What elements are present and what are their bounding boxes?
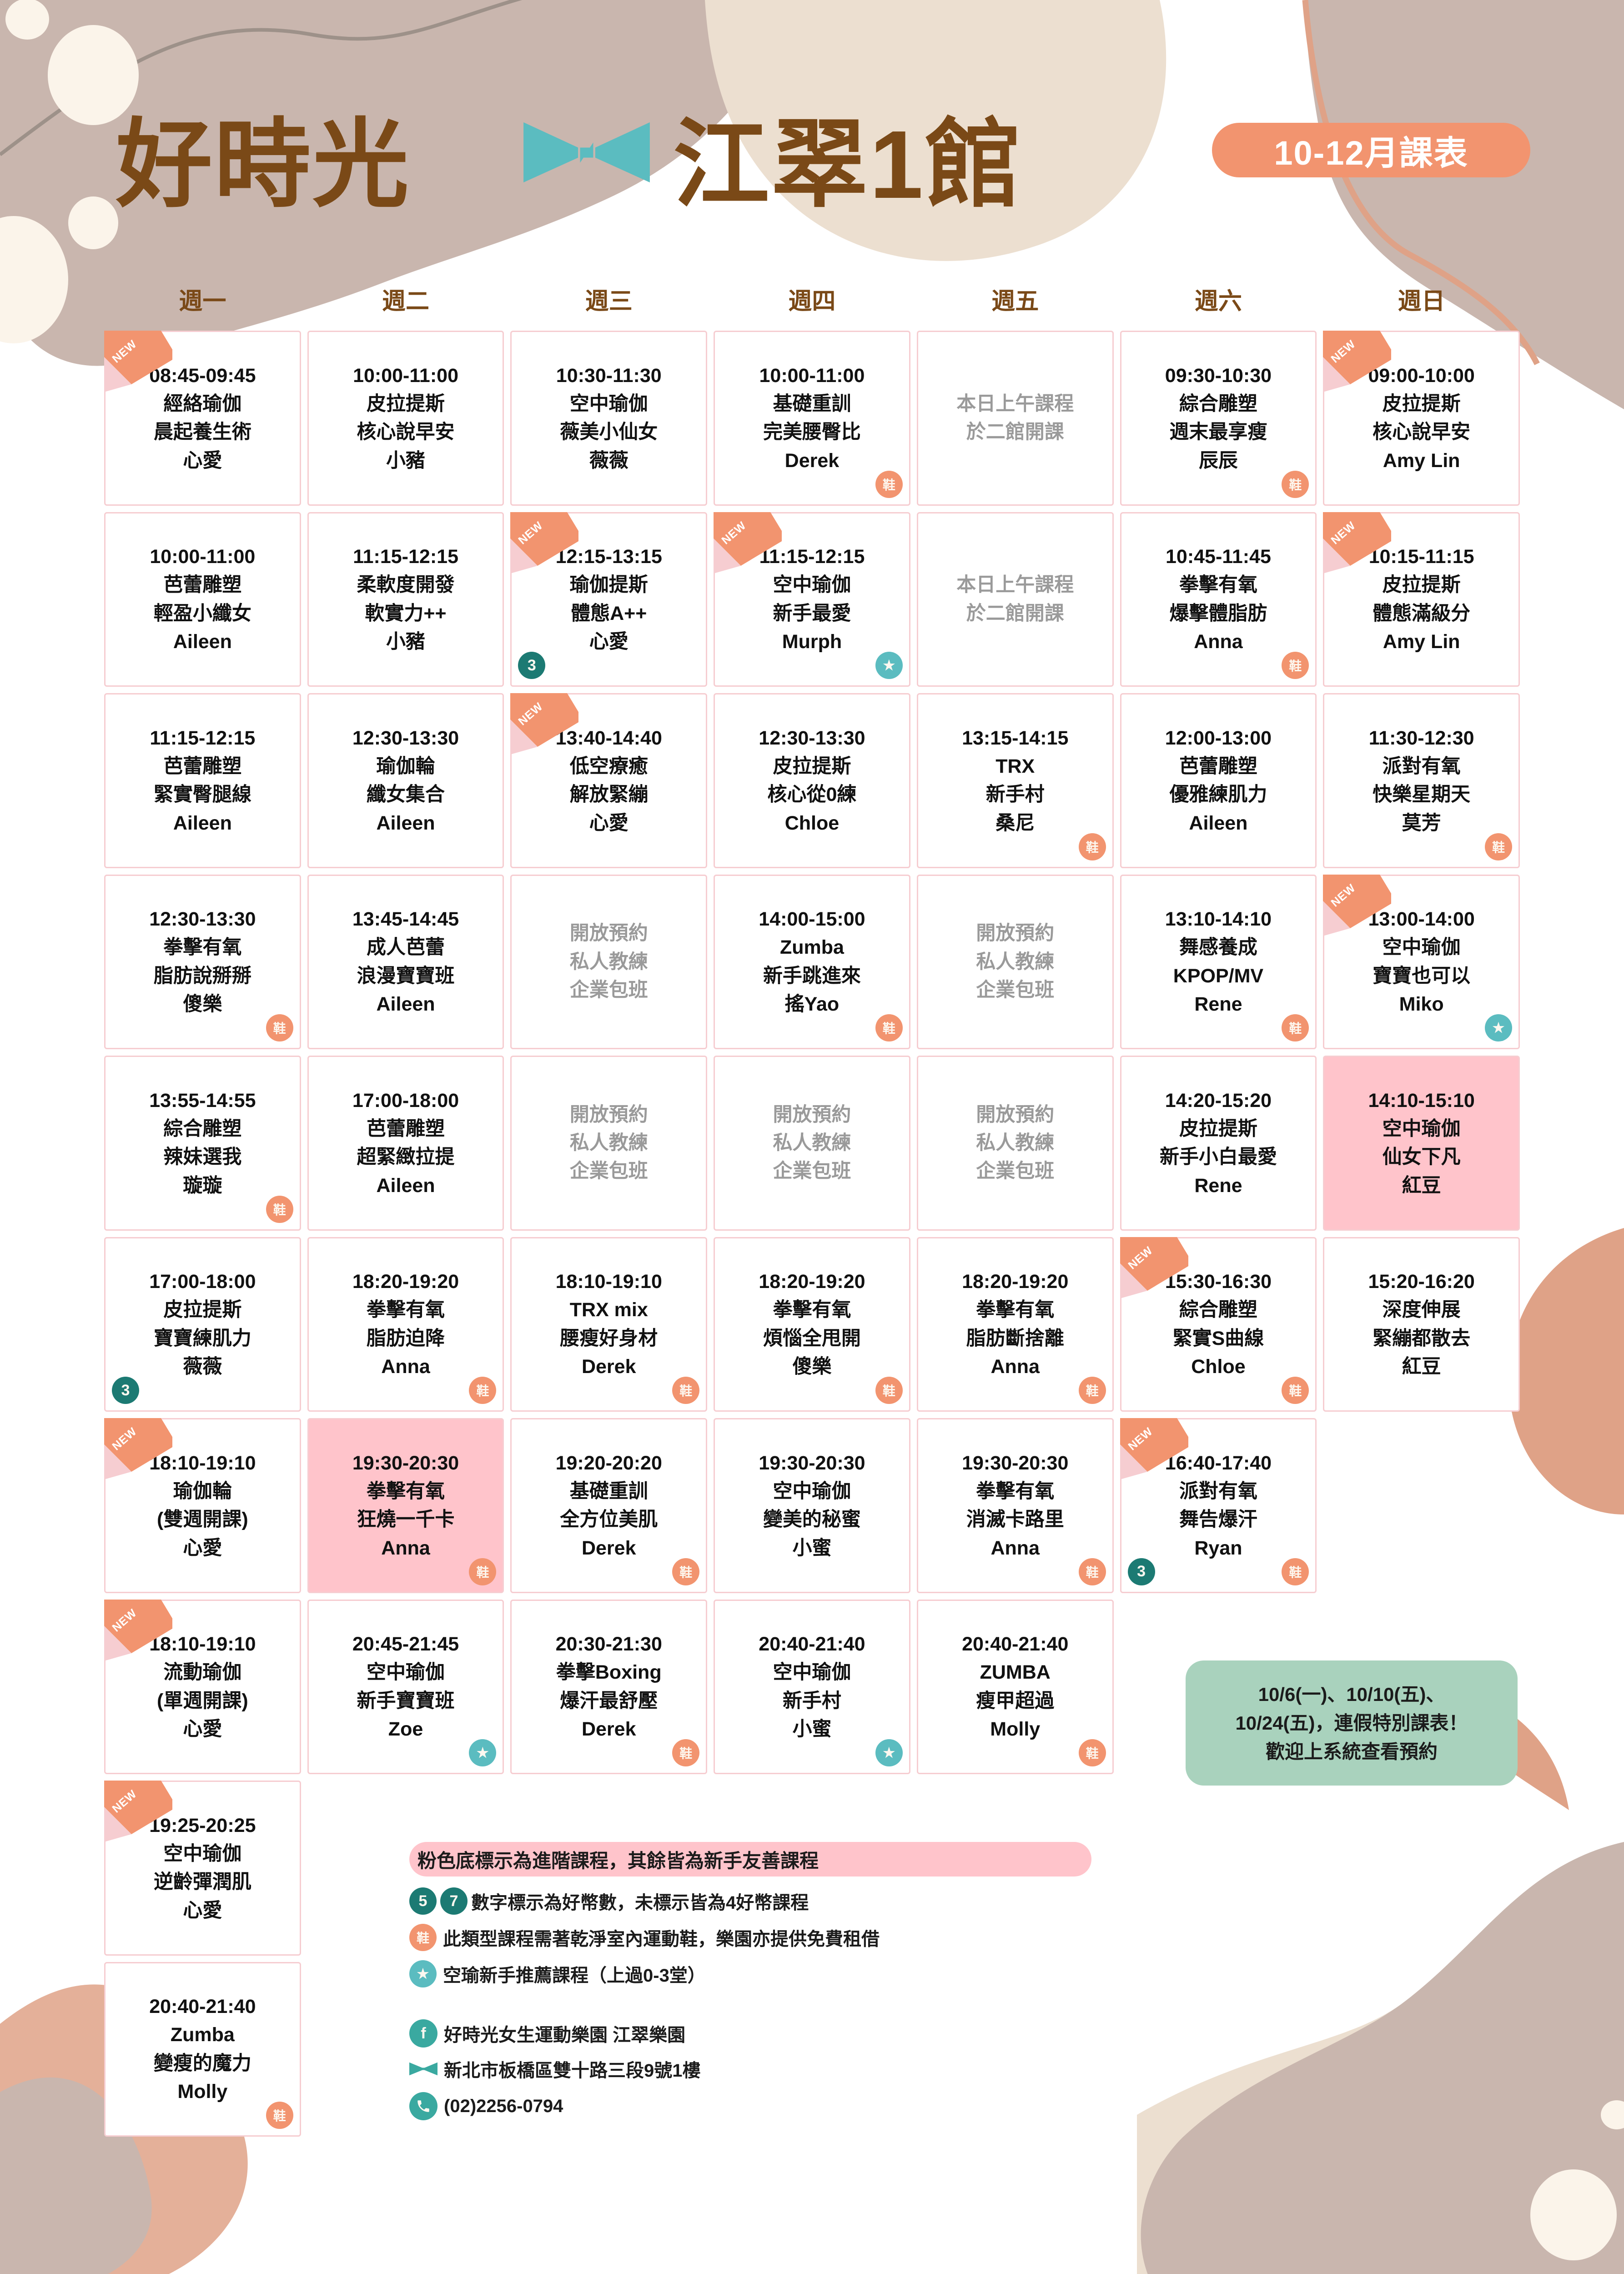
svg-text:NEW: NEW (516, 700, 546, 728)
svg-text:NEW: NEW (1126, 1244, 1155, 1272)
svg-text:NEW: NEW (516, 519, 546, 547)
svg-text:NEW: NEW (110, 337, 139, 365)
svg-text:NEW: NEW (719, 519, 749, 547)
svg-text:NEW: NEW (1329, 337, 1358, 365)
svg-text:NEW: NEW (1329, 519, 1358, 547)
svg-text:NEW: NEW (110, 1425, 139, 1453)
svg-text:NEW: NEW (110, 1606, 139, 1634)
svg-text:NEW: NEW (110, 1787, 139, 1815)
svg-text:NEW: NEW (1329, 881, 1358, 909)
svg-text:NEW: NEW (1126, 1425, 1155, 1453)
